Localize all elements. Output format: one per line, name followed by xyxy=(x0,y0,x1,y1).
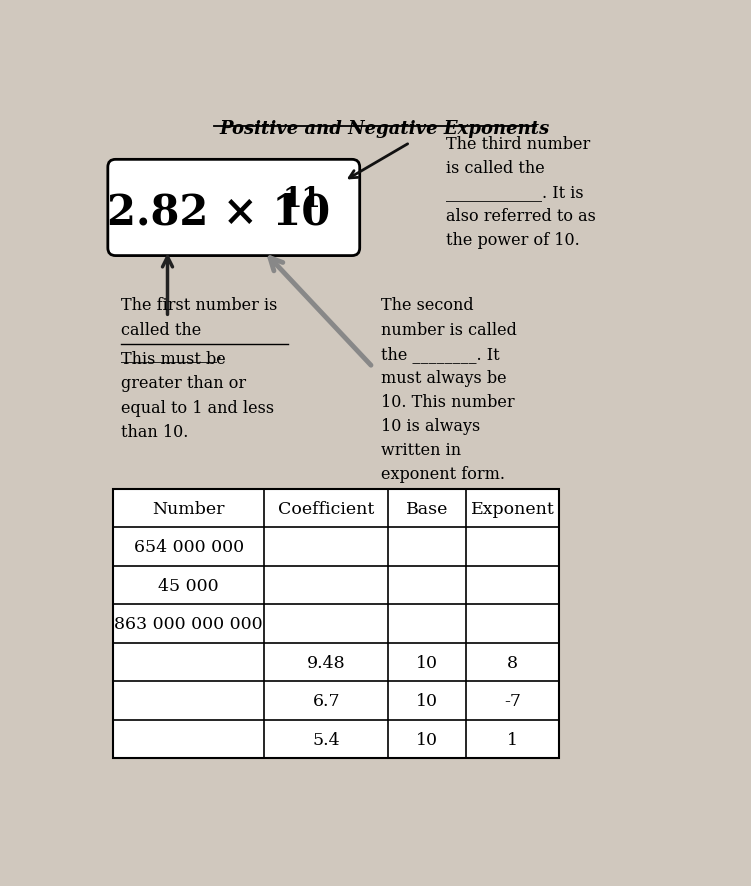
Text: The first number is
called the
____________.: The first number is called the _________… xyxy=(121,297,277,362)
Text: Exponent: Exponent xyxy=(470,500,554,517)
FancyBboxPatch shape xyxy=(108,160,360,256)
Text: -7: -7 xyxy=(504,692,521,710)
Text: Positive and Negative Exponents: Positive and Negative Exponents xyxy=(219,120,550,138)
Text: 6.7: 6.7 xyxy=(312,692,340,710)
Text: 45 000: 45 000 xyxy=(158,577,219,594)
Text: 2.82 × 10: 2.82 × 10 xyxy=(107,191,330,233)
Text: The second
number is called
the ________. It
must always be
10. This number
10 i: The second number is called the ________… xyxy=(381,297,517,483)
Text: 10: 10 xyxy=(416,654,438,671)
Text: 863 000 000 000: 863 000 000 000 xyxy=(114,616,263,633)
Text: Number: Number xyxy=(152,500,225,517)
Text: Coefficient: Coefficient xyxy=(279,500,375,517)
Text: 10: 10 xyxy=(416,731,438,748)
Text: 10: 10 xyxy=(416,692,438,710)
Text: 9.48: 9.48 xyxy=(307,654,345,671)
Text: 8: 8 xyxy=(507,654,518,671)
Text: The third number
is called the
____________. It is
also referred to as
the power: The third number is called the _________… xyxy=(447,136,596,249)
Text: 654 000 000: 654 000 000 xyxy=(134,539,244,556)
Text: 5.4: 5.4 xyxy=(312,731,340,748)
Text: 1: 1 xyxy=(507,731,518,748)
Text: Base: Base xyxy=(406,500,448,517)
Text: This must be
greater than or
equal to 1 and less
than 10.: This must be greater than or equal to 1 … xyxy=(121,351,274,440)
Bar xyxy=(113,489,559,758)
Text: 11: 11 xyxy=(282,185,321,213)
